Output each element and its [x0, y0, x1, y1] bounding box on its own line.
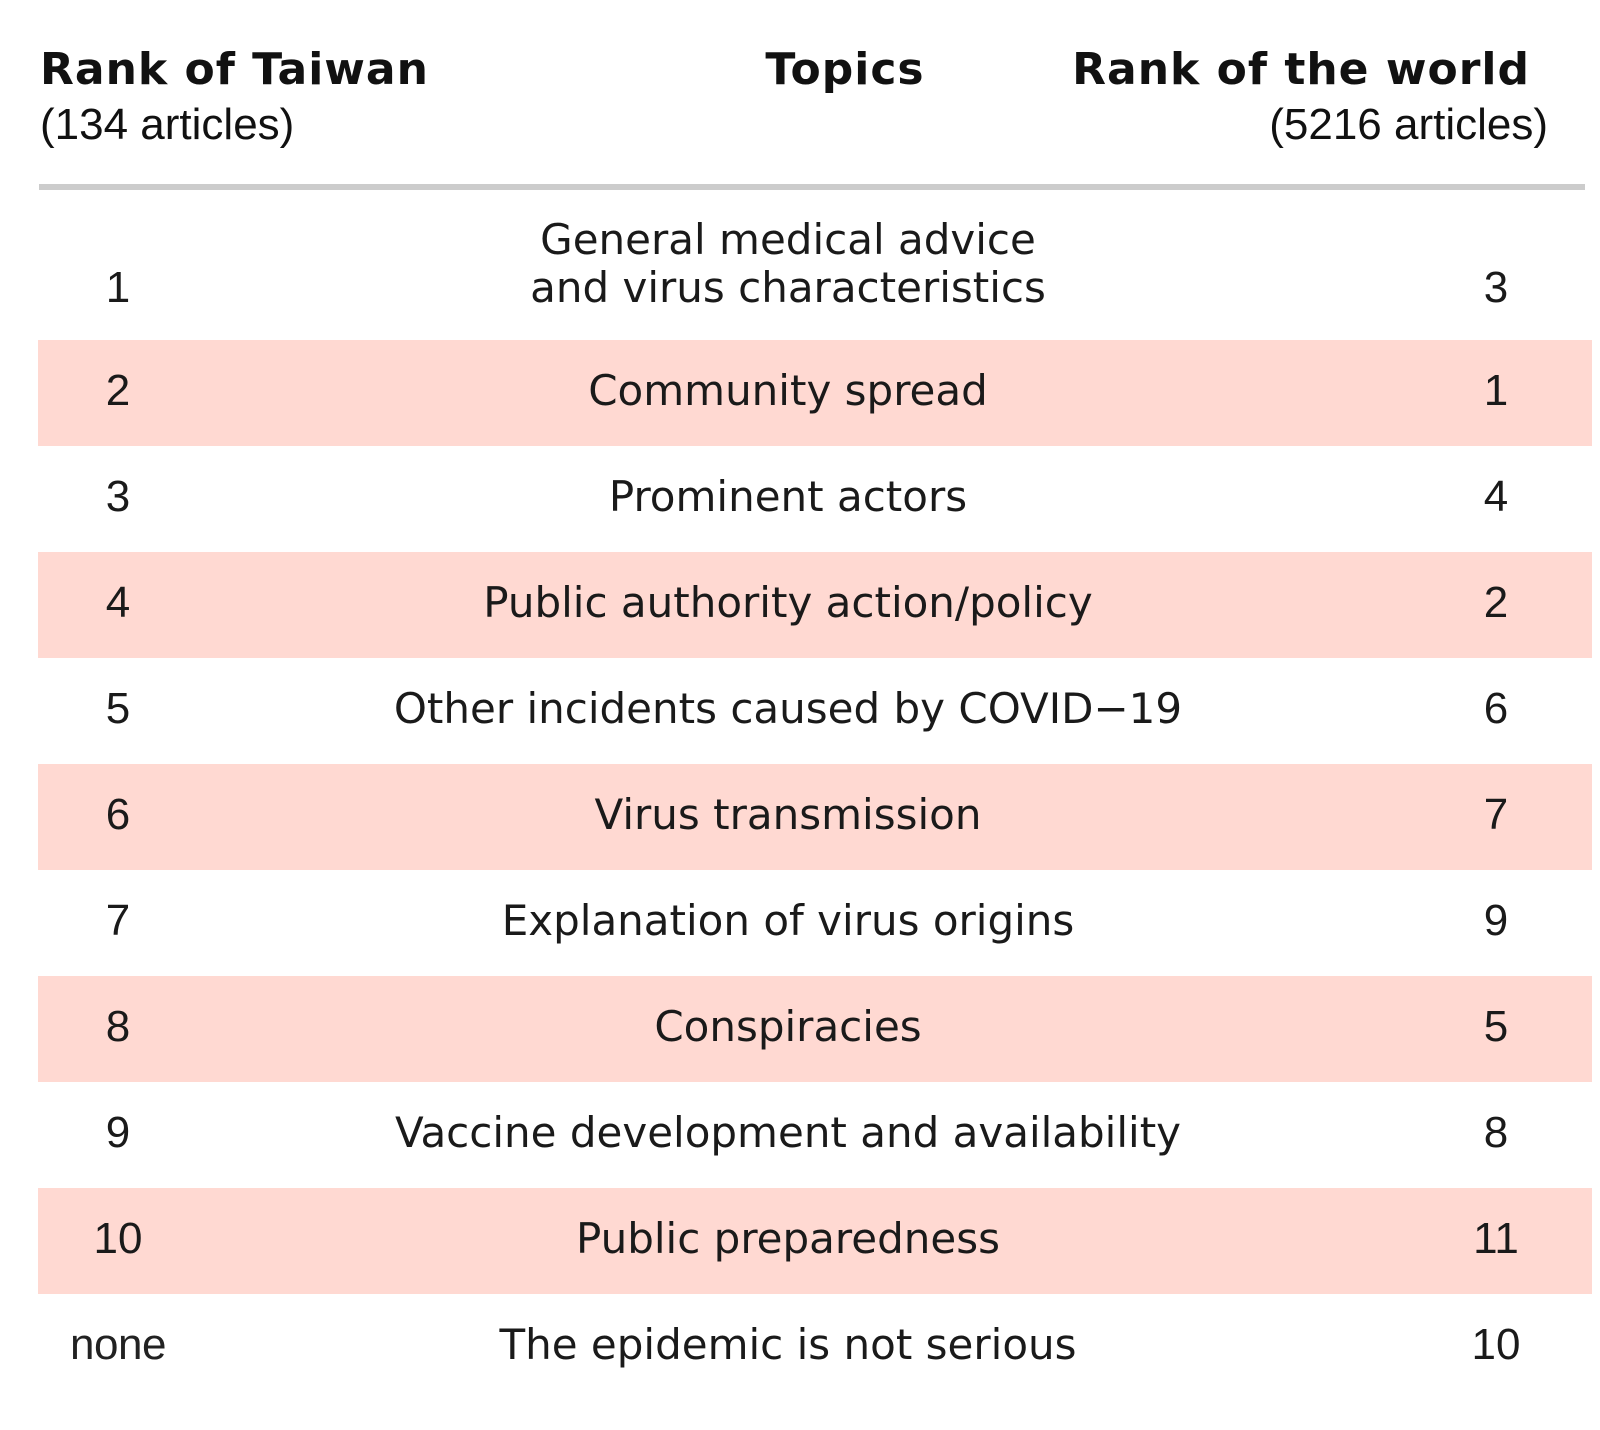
- topic-line: Virus transmission: [594, 790, 982, 839]
- taiwan-article-count: (134 articles): [40, 100, 295, 149]
- table-row: 4 Public authority action/policy 2: [38, 552, 1592, 658]
- topic-cell: Community spread: [338, 367, 1238, 415]
- topic-cell: Vaccine development and availability: [338, 1109, 1238, 1157]
- table-row: 2 Community spread 1: [38, 340, 1592, 446]
- topic-cell: Other incidents caused by COVID−19: [338, 685, 1238, 733]
- table-row: none The epidemic is not serious 10: [38, 1294, 1592, 1400]
- taiwan-rank-cell: 4: [105, 578, 131, 627]
- world-rank-cell: 7: [1483, 790, 1509, 839]
- taiwan-rank-header: Rank of Taiwan: [40, 44, 429, 95]
- taiwan-rank-cell: 6: [105, 790, 131, 839]
- taiwan-rank-cell: 3: [105, 472, 131, 521]
- topic-cell: General medical advice and virus characte…: [338, 216, 1238, 312]
- topic-cell: Explanation of virus origins: [338, 897, 1238, 945]
- topic-line: Public authority action/policy: [483, 578, 1093, 627]
- taiwan-rank-cell: 1: [105, 263, 131, 312]
- table-row: 9 Vaccine development and availability 8: [38, 1082, 1592, 1188]
- world-rank-cell: 10: [1471, 1320, 1521, 1369]
- topic-line: Explanation of virus origins: [501, 896, 1075, 945]
- table-row: 5 Other incidents caused by COVID−19 6: [38, 658, 1592, 764]
- table-row: 3 Prominent actors 4: [38, 446, 1592, 552]
- topic-line: The epidemic is not serious: [499, 1320, 1077, 1369]
- world-rank-cell: 11: [1473, 1214, 1519, 1263]
- topic-line: General medical advice: [540, 215, 1036, 264]
- topic-cell: Prominent actors: [338, 473, 1238, 521]
- topic-cell: Conspiracies: [338, 1003, 1238, 1051]
- topic-line: Other incidents caused by COVID−19: [393, 684, 1183, 733]
- table-row: 10 Public preparedness 11: [38, 1188, 1592, 1294]
- world-rank-cell: 5: [1483, 1002, 1509, 1051]
- header-divider: [39, 184, 1585, 190]
- table-row: 8 Conspiracies 5: [38, 976, 1592, 1082]
- world-rank-header: Rank of the world: [1072, 44, 1530, 95]
- topic-line: Conspiracies: [654, 1002, 922, 1051]
- taiwan-rank-cell: 2: [105, 366, 131, 415]
- taiwan-rank-cell: 7: [105, 896, 131, 945]
- table-row: 6 Virus transmission 7: [38, 764, 1592, 870]
- table-row: 1 General medical advice and virus charact…: [38, 212, 1592, 340]
- table-row: 7 Explanation of virus origins 9: [38, 870, 1592, 976]
- topic-line: and virus characteristics: [530, 263, 1046, 312]
- taiwan-rank-cell: 10: [93, 1214, 143, 1263]
- taiwan-rank-cell: none: [70, 1320, 166, 1369]
- ranking-table: 1 General medical advice and virus charact…: [38, 0, 1592, 1430]
- topic-cell: Public authority action/policy: [338, 579, 1238, 627]
- world-rank-cell: 4: [1483, 472, 1509, 521]
- world-rank-cell: 3: [1483, 263, 1509, 312]
- topic-line: Vaccine development and availability: [394, 1108, 1182, 1157]
- taiwan-rank-cell: 9: [105, 1108, 131, 1157]
- taiwan-rank-cell: 8: [105, 1002, 131, 1051]
- world-rank-cell: 1: [1483, 366, 1509, 415]
- topics-header: Topics: [765, 44, 925, 95]
- world-rank-cell: 2: [1483, 578, 1509, 627]
- topic-line: Community spread: [588, 366, 988, 415]
- world-rank-cell: 6: [1483, 684, 1509, 733]
- topic-line: Prominent actors: [608, 472, 968, 521]
- world-article-count: (5216 articles): [1269, 100, 1548, 149]
- topic-cell: Public preparedness: [338, 1215, 1238, 1263]
- world-rank-cell: 8: [1483, 1108, 1509, 1157]
- topic-line: Public preparedness: [576, 1214, 1000, 1263]
- topic-cell: The epidemic is not serious: [338, 1321, 1238, 1369]
- table-header: Rank of Taiwan (134 articles) Topics Ran…: [0, 0, 1600, 190]
- topic-cell: Virus transmission: [338, 791, 1238, 839]
- world-rank-cell: 9: [1483, 896, 1509, 945]
- taiwan-rank-cell: 5: [105, 684, 131, 733]
